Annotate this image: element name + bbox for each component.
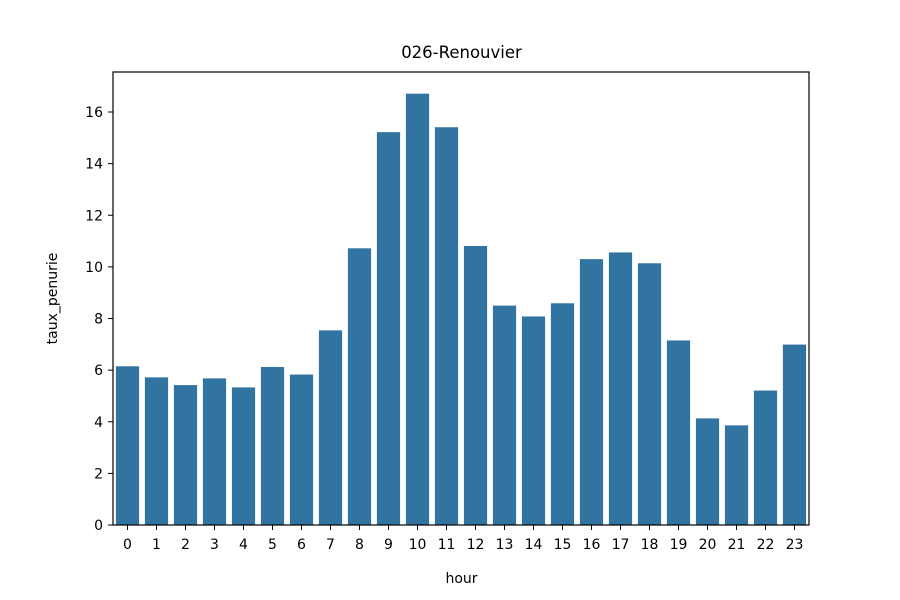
bar-hour-8: [347, 248, 372, 526]
x-ticks-group: 0 1 2 3 4 5 6 7 8 9 10 11 12 13 14 15 16 17 18 19 20 21 22 23: [123, 525, 803, 553]
bar-hour-4: [231, 387, 256, 525]
bar-hour-5: [260, 367, 285, 525]
y-tick-label: 2: [94, 466, 103, 482]
y-tick-label: 6: [94, 363, 103, 379]
bar-hour-9: [376, 132, 401, 525]
x-tick-label: 12: [467, 537, 485, 553]
bar-hour-0: [115, 366, 140, 525]
x-tick-label: 19: [670, 537, 688, 553]
y-tick-label: 12: [85, 208, 103, 224]
bar-hour-20: [695, 418, 720, 525]
x-tick-label: 14: [525, 537, 543, 553]
y-tick-label: 8: [94, 312, 103, 328]
x-tick-label: 17: [612, 537, 630, 553]
x-axis-label: hour: [445, 571, 477, 587]
y-tick-label: 14: [85, 157, 103, 173]
chart-title: 026-Renouvier: [401, 43, 522, 62]
bar-hour-22: [753, 390, 778, 525]
plot-frame: [112, 71, 810, 526]
x-tick-label: 7: [326, 537, 335, 553]
y-ticks-group: 0 2 4 6 8 10 12 14 16: [85, 105, 113, 534]
x-tick-label: 4: [239, 537, 248, 553]
x-tick-label: 0: [123, 537, 132, 553]
bar-hour-7: [318, 330, 343, 525]
bar-hour-15: [550, 303, 575, 525]
x-tick-label: 5: [268, 537, 277, 553]
bar-hour-10: [405, 93, 430, 526]
bar-hour-19: [666, 340, 691, 525]
x-tick-label: 15: [554, 537, 572, 553]
y-tick-label: 16: [85, 105, 103, 121]
x-tick-label: 21: [728, 537, 746, 553]
bar-hour-11: [434, 127, 459, 526]
x-tick-label: 22: [757, 537, 775, 553]
bar-hour-18: [637, 263, 662, 525]
bar-hour-23: [782, 344, 807, 525]
bar-hour-3: [202, 378, 227, 525]
x-tick-label: 9: [384, 537, 393, 553]
y-axis-label: taux_penurie: [45, 253, 61, 345]
bar-hour-13: [492, 305, 517, 525]
bars-group: [115, 93, 807, 526]
bar-hour-6: [289, 374, 314, 525]
x-tick-label: 23: [786, 537, 804, 553]
x-tick-label: 3: [210, 537, 219, 553]
bar-hour-1: [144, 377, 169, 525]
x-tick-label: 6: [297, 537, 306, 553]
x-tick-label: 1: [152, 537, 161, 553]
bar-hour-14: [521, 316, 546, 525]
x-tick-label: 16: [583, 537, 601, 553]
x-tick-label: 11: [438, 537, 456, 553]
bar-hour-2: [173, 385, 198, 525]
y-tick-label: 0: [94, 518, 103, 534]
x-tick-label: 20: [699, 537, 717, 553]
x-tick-label: 10: [409, 537, 427, 553]
x-tick-label: 13: [496, 537, 514, 553]
bar-hour-17: [608, 252, 633, 525]
x-tick-label: 8: [355, 537, 364, 553]
bar-hour-16: [579, 259, 604, 525]
bar-hour-12: [463, 245, 488, 525]
x-tick-label: 18: [641, 537, 659, 553]
x-tick-label: 2: [181, 537, 190, 553]
y-tick-label: 4: [94, 415, 103, 431]
y-tick-label: 10: [85, 260, 103, 276]
bar-hour-21: [724, 425, 749, 525]
